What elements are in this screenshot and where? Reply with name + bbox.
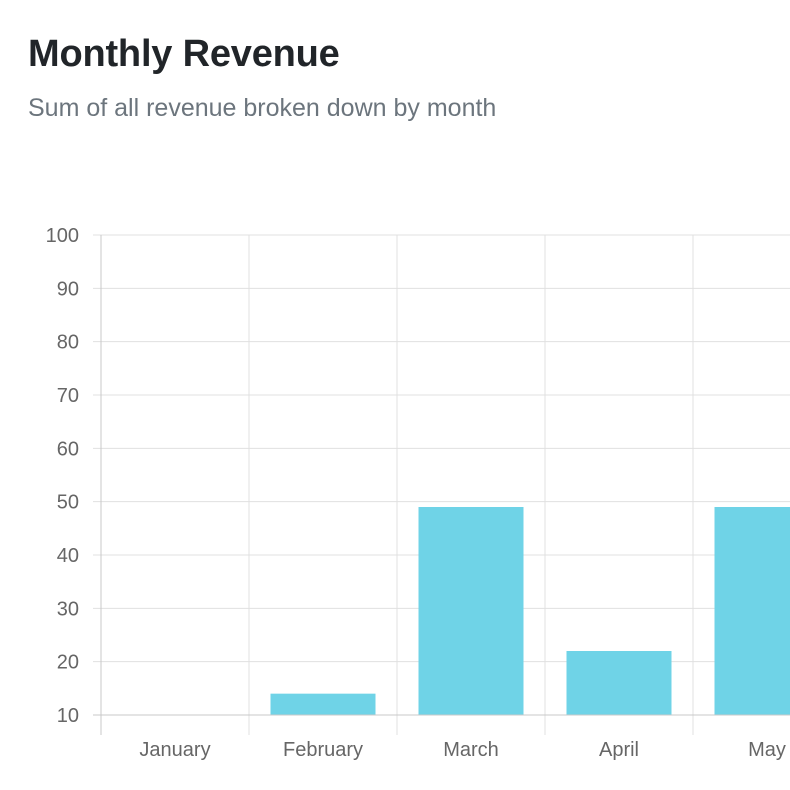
bar-march[interactable] <box>418 507 524 715</box>
chart-subtitle: Sum of all revenue broken down by month <box>28 94 497 122</box>
x-tick-label: March <box>443 739 499 761</box>
x-tick-label: April <box>599 739 639 761</box>
x-tick-label: May <box>748 739 786 761</box>
chart-title: Monthly Revenue <box>28 33 340 75</box>
y-tick-label: 60 <box>57 438 79 460</box>
y-tick-label: 50 <box>57 492 79 514</box>
y-tick-label: 80 <box>57 332 79 354</box>
y-tick-label: 30 <box>57 598 79 620</box>
y-tick-label: 20 <box>57 652 79 674</box>
y-tick-label: 70 <box>57 385 79 407</box>
y-tick-label: 40 <box>57 545 79 567</box>
bar-april[interactable] <box>566 651 672 715</box>
y-tick-label: 100 <box>46 225 79 247</box>
grid-layer <box>93 234 790 735</box>
x-tick-label: January <box>139 739 210 761</box>
bar-may[interactable] <box>714 507 790 715</box>
y-tick-label: 10 <box>57 705 79 727</box>
bar-layer <box>270 507 790 715</box>
label-layer: 10 20 30 40 50 60 70 80 90 100 January February Marc… <box>46 225 786 761</box>
bar-february[interactable] <box>270 693 376 715</box>
y-tick-label: 90 <box>57 278 79 300</box>
x-tick-label: February <box>283 739 363 761</box>
